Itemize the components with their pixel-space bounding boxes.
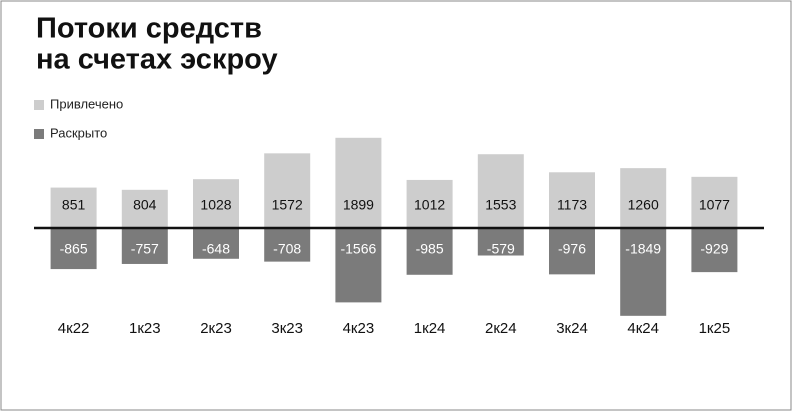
x-tick-label: 1к24 bbox=[414, 320, 446, 337]
x-tick-label: 2к24 bbox=[485, 320, 517, 337]
value-label: 1012 bbox=[414, 197, 445, 213]
value-label: 1572 bbox=[272, 197, 303, 213]
bar bbox=[691, 228, 738, 273]
x-tick-label: 4к24 bbox=[627, 320, 659, 337]
bar bbox=[477, 228, 524, 256]
bar bbox=[50, 228, 97, 270]
legend-swatch bbox=[34, 129, 44, 139]
bar bbox=[121, 189, 168, 228]
value-label: 1553 bbox=[485, 197, 516, 213]
value-label: 851 bbox=[62, 197, 86, 213]
value-label: -648 bbox=[202, 241, 230, 257]
legend-swatch bbox=[34, 100, 44, 110]
bar bbox=[620, 168, 667, 228]
value-label: 804 bbox=[133, 197, 157, 213]
value-label: -976 bbox=[558, 241, 586, 257]
legend-label: Раскрыто bbox=[50, 125, 107, 140]
x-tick-label: 2к23 bbox=[200, 320, 232, 337]
x-tick-label: 3к23 bbox=[271, 320, 303, 337]
bar bbox=[406, 179, 453, 228]
x-tick-label: 4к23 bbox=[343, 320, 375, 337]
x-tick-label: 1к25 bbox=[699, 320, 731, 337]
bar bbox=[691, 176, 738, 228]
value-label: -929 bbox=[700, 241, 728, 257]
value-label: 1260 bbox=[628, 197, 659, 213]
value-label: -1849 bbox=[625, 241, 661, 257]
bar bbox=[335, 228, 382, 303]
x-tick-label: 3к24 bbox=[556, 320, 588, 337]
bar bbox=[477, 154, 524, 228]
value-label: 1028 bbox=[200, 197, 231, 213]
bar bbox=[406, 228, 453, 275]
value-label: -985 bbox=[416, 241, 444, 257]
legend-label: Привлечено bbox=[50, 96, 123, 111]
chart-title: Потоки средств bbox=[36, 13, 262, 45]
bar bbox=[335, 137, 382, 228]
value-label: 1077 bbox=[699, 197, 730, 213]
chart-title: на счетах эскроу bbox=[36, 44, 278, 76]
value-label: -579 bbox=[487, 241, 515, 257]
value-label: -1566 bbox=[340, 241, 376, 257]
value-label: -865 bbox=[60, 241, 88, 257]
value-label: -757 bbox=[131, 241, 159, 257]
bar bbox=[264, 228, 311, 262]
bar bbox=[549, 228, 595, 275]
bar bbox=[620, 228, 667, 316]
value-label: 1173 bbox=[557, 197, 587, 213]
bar bbox=[193, 228, 239, 259]
bar bbox=[193, 179, 239, 228]
x-tick-label: 4к22 bbox=[58, 320, 90, 337]
x-tick-label: 1к23 bbox=[129, 320, 161, 337]
bar bbox=[50, 187, 97, 228]
bar bbox=[549, 172, 595, 228]
value-label: 1899 bbox=[343, 197, 374, 213]
value-label: -708 bbox=[273, 241, 301, 257]
bar bbox=[121, 228, 168, 264]
bar bbox=[264, 153, 311, 228]
